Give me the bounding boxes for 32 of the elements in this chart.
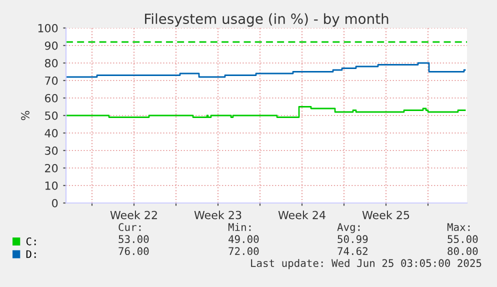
x-tick-label: Week 24 [278,210,326,220]
y-tick-label: 40 [44,128,58,138]
y-tick-label: 90 [44,41,58,50]
y-tick-label: 50 [45,111,58,120]
y-tick-label: 0 [52,198,58,208]
y-tick-label: 30 [45,146,58,155]
y-tick-label: 20 [45,164,58,172]
legend-label: C: [26,237,36,246]
y-tick-label: 100 [38,24,58,32]
x-tick-label: Week 25 [362,210,410,220]
text: Min: [228,222,251,231]
text: 72.00 [228,247,259,256]
y-tick-label: 10 [45,181,58,190]
text: 55.00 [448,235,478,244]
text: 76.00 [118,247,149,256]
y-tick-label: 60 [45,94,58,102]
text: Max: [447,223,470,232]
text: 80.00 [448,247,478,256]
y-tick-label: 70 [45,76,58,85]
x-tick-label: Week 22 [110,210,157,220]
text: Avg: [337,223,360,234]
text: 74.62 [338,247,368,256]
text: 49.00 [228,235,259,244]
y-axis-title: % [21,110,30,120]
text: 50.99 [338,235,368,244]
text: 53.00 [118,235,149,244]
y-tick-label: 80 [44,58,58,68]
legend-label: D: [26,250,36,258]
text: Cur: [118,223,141,232]
chart-title: Filesystem usage (in %) - by month [145,13,388,27]
text: Last update: Wed Jun 25 03:05:00 2025 [251,258,482,270]
x-tick-label: Week 23 [194,210,242,220]
